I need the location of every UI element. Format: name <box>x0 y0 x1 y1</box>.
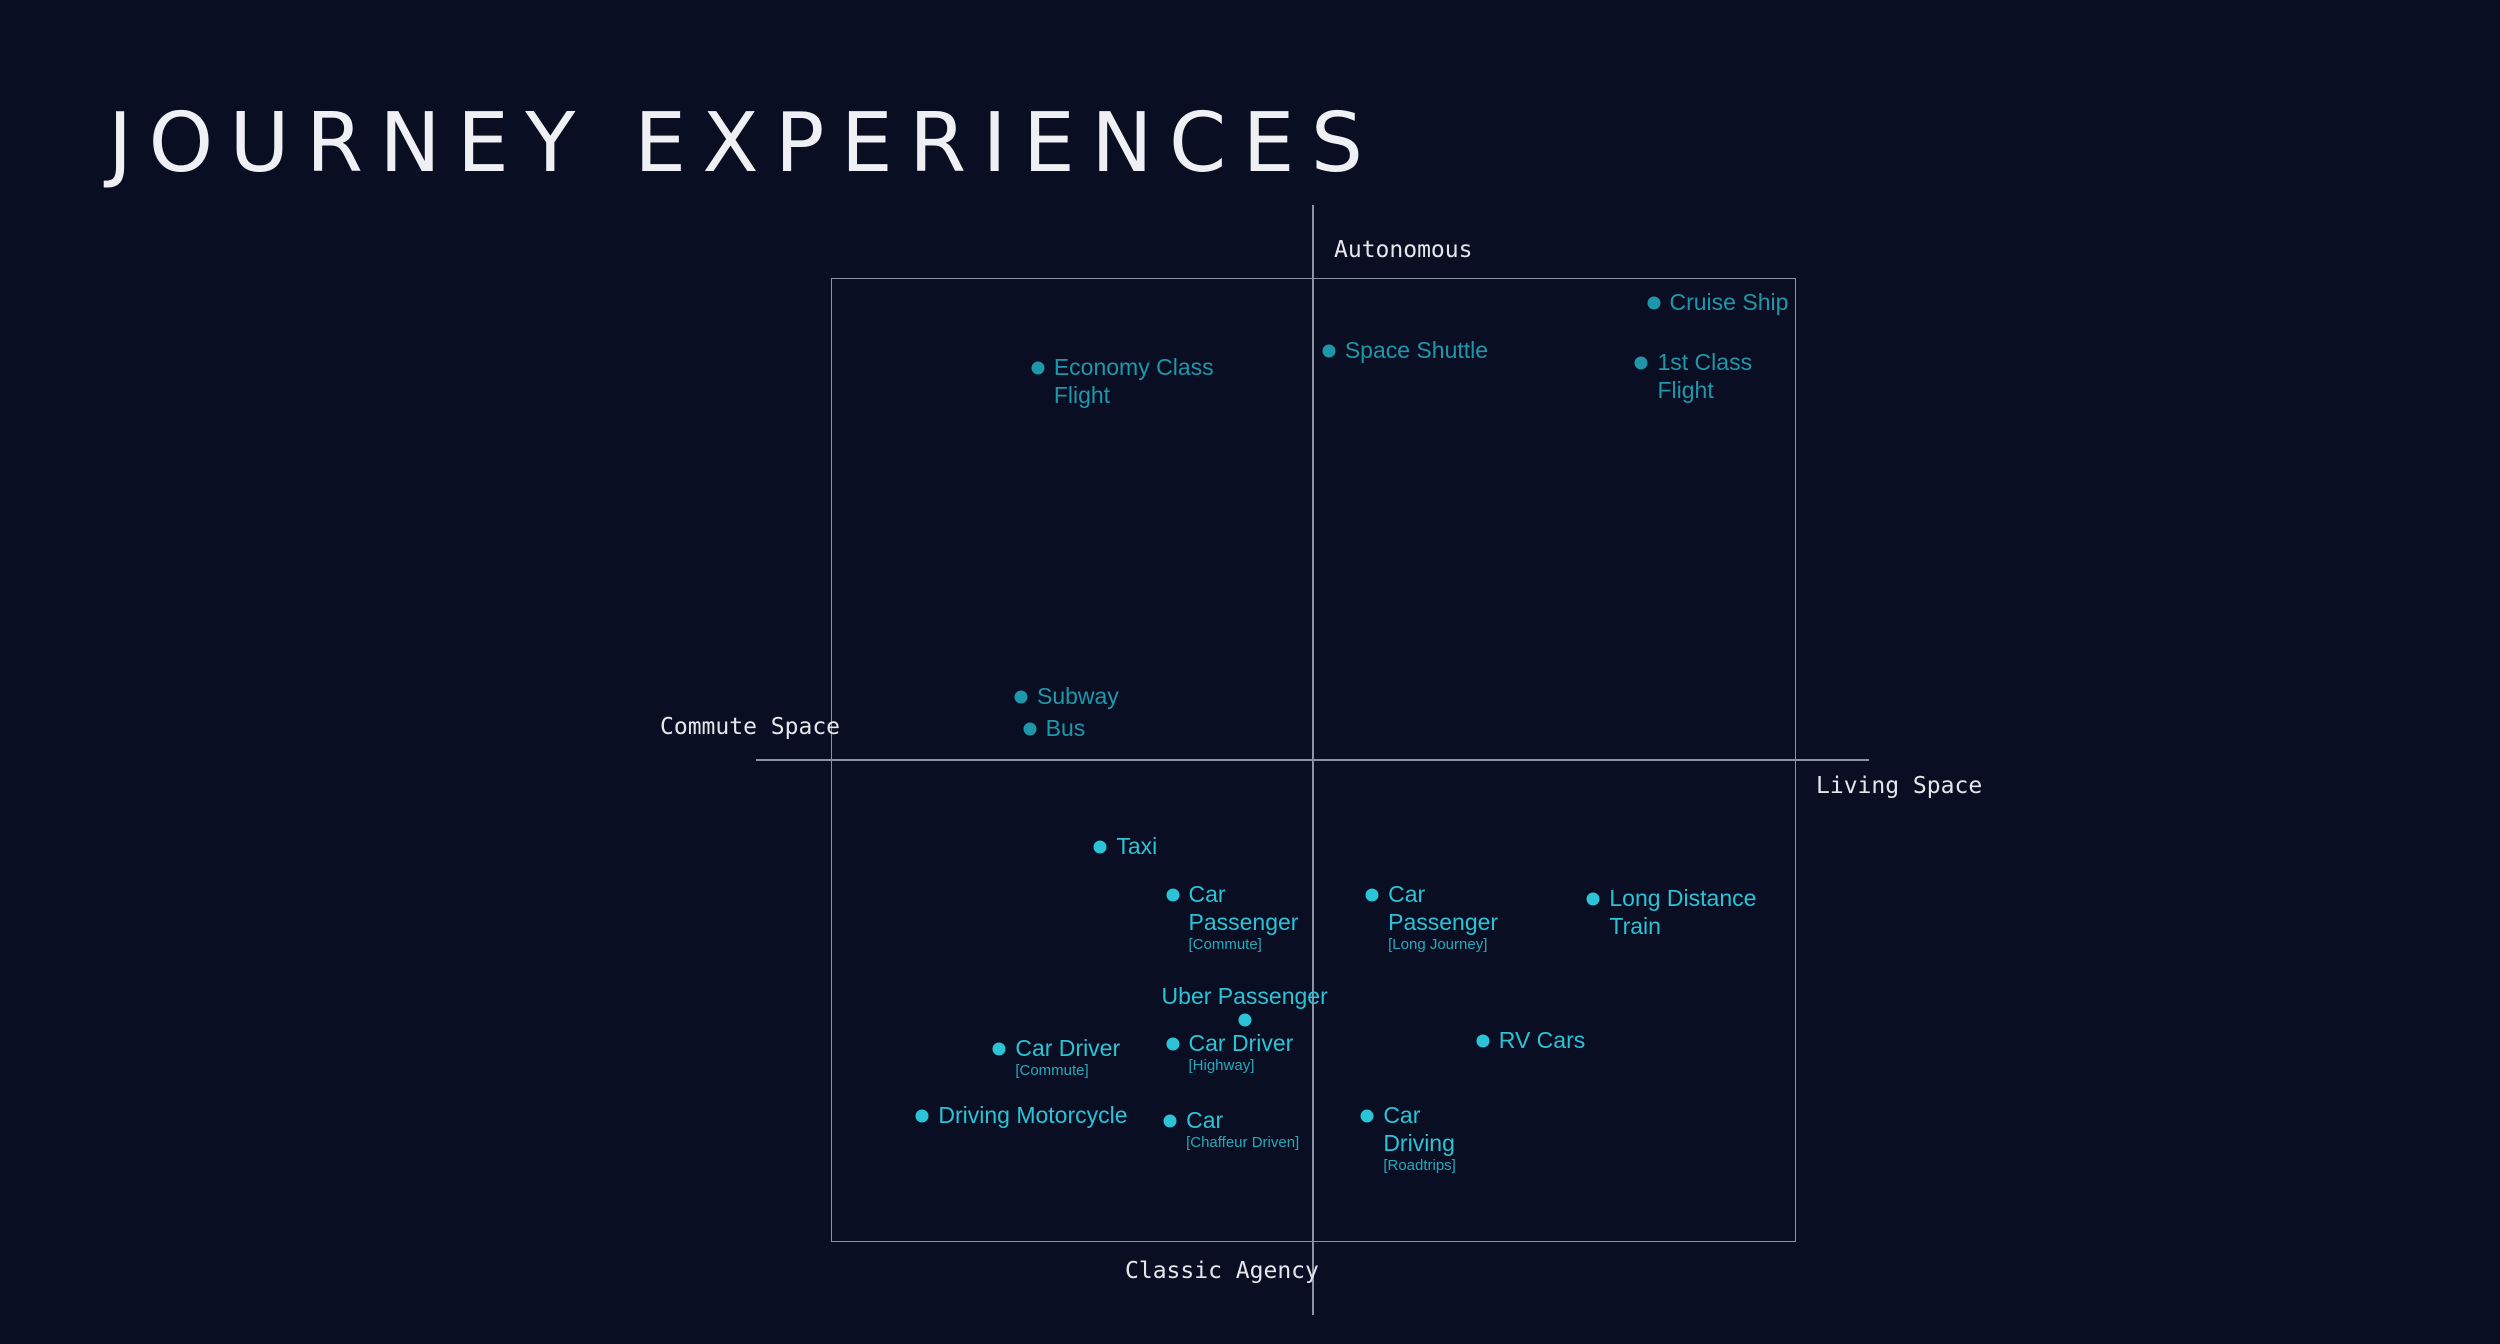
point-label-line: Passenger <box>1188 908 1299 935</box>
point-label: Car Passenger [Commute] <box>1189 880 1299 953</box>
point-label-line: Car Driver <box>1188 1029 1294 1056</box>
point-marker <box>1093 840 1107 854</box>
point-label: Uber Passenger <box>1095 982 1395 1010</box>
point-marker <box>1476 1034 1490 1048</box>
point-label-line: Passenger <box>1388 908 1499 935</box>
point-label-line: 1st Class <box>1657 349 1753 376</box>
point-label: 1st Class Flight <box>1657 348 1752 404</box>
point-label: Car Driver [Commute] <box>1015 1034 1120 1079</box>
point-label: Car Driving [Roadtrips] <box>1383 1101 1456 1174</box>
point-label-line: Flight <box>1053 381 1111 408</box>
point-label-line: Car <box>1188 880 1226 907</box>
point-sublabel: [Chaffeur Driven] <box>1186 1133 1300 1151</box>
point-marker <box>992 1042 1006 1056</box>
point-label: Long Distance Train <box>1609 884 1756 940</box>
point-sublabel: [Commute] <box>1188 935 1262 953</box>
point-label: Driving Motorcycle <box>938 1101 1127 1129</box>
point-sublabel: [Long Journey] <box>1388 935 1488 953</box>
page-title: JOURNEY EXPERIENCES <box>108 96 1380 191</box>
point-marker <box>1166 1037 1179 1051</box>
point-marker <box>1322 344 1336 358</box>
point-label-line: Train <box>1609 913 1661 940</box>
axis-label-left: Commute Space <box>660 714 841 740</box>
point-marker <box>1023 722 1037 736</box>
point-label-line: Cruise Ship <box>1669 289 1789 316</box>
point-label-line: Car <box>1388 880 1426 907</box>
point-label-line: Taxi <box>1116 832 1158 859</box>
point-label-line: Flight <box>1657 377 1714 404</box>
point-sublabel: [Roadtrips] <box>1383 1156 1456 1174</box>
point-label-line: Car <box>1383 1101 1421 1128</box>
point-label-line: Car <box>1186 1106 1224 1133</box>
point-marker <box>1014 690 1028 704</box>
point-marker <box>1647 296 1660 310</box>
point-marker <box>1365 888 1379 902</box>
point-marker <box>1238 1013 1252 1027</box>
point-label: Taxi <box>1116 832 1157 860</box>
point-label-line: Subway <box>1036 683 1119 710</box>
point-marker <box>1031 361 1045 375</box>
point-marker <box>1166 888 1179 902</box>
point-marker <box>1634 356 1648 370</box>
point-sublabel: [Commute] <box>1015 1061 1089 1079</box>
point-label: Car [Chaffeur Driven] <box>1186 1106 1299 1151</box>
horizontal-axis <box>756 759 1869 761</box>
point-label-line: Space Shuttle <box>1344 337 1489 364</box>
point-label: Economy Class Flight <box>1054 353 1214 409</box>
point-label-line: Car Driver <box>1015 1034 1121 1061</box>
axis-label-bottom: Classic Agency <box>1125 1258 1319 1284</box>
point-label: RV Cars <box>1499 1026 1586 1054</box>
point-label-line: Economy Class <box>1053 353 1214 380</box>
point-label: Subway <box>1037 682 1119 710</box>
point-label-line: Driving <box>1383 1129 1455 1156</box>
point-marker <box>1163 1114 1177 1128</box>
point-label-line: Bus <box>1045 714 1086 741</box>
point-label: Car Passenger [Long Journey] <box>1388 880 1498 953</box>
point-sublabel: [Highway] <box>1188 1056 1255 1074</box>
point-label-line: Long Distance <box>1609 885 1757 912</box>
point-label-line: Uber Passenger <box>1161 982 1328 1009</box>
point-label-line: RV Cars <box>1498 1027 1586 1054</box>
point-marker <box>915 1109 929 1123</box>
axis-label-right: Living Space <box>1816 773 1983 799</box>
point-label: Car Driver [Highway] <box>1189 1029 1294 1074</box>
point-label: Bus <box>1046 714 1086 742</box>
axis-label-top: Autonomous <box>1334 237 1473 263</box>
point-label-line: Driving Motorcycle <box>938 1101 1128 1128</box>
point-label: Cruise Ship <box>1670 288 1789 316</box>
point-marker <box>1360 1109 1374 1123</box>
point-label: Space Shuttle <box>1345 336 1488 364</box>
point-marker <box>1586 892 1600 906</box>
